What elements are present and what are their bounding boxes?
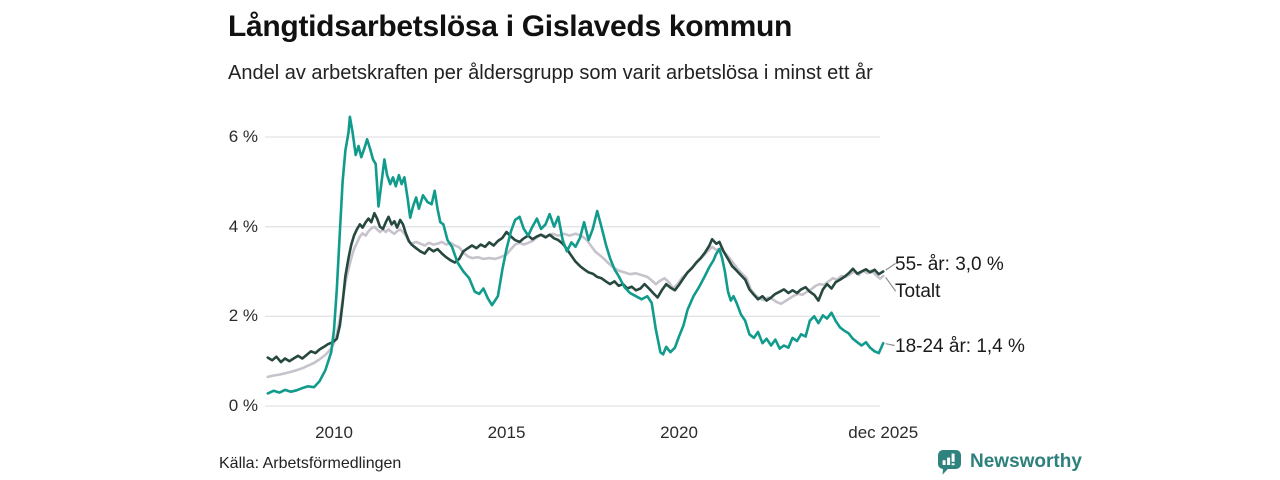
- y-tick-label: 6 %: [228, 127, 258, 146]
- series-end-label: 18-24 år: 1,4 %: [895, 335, 1025, 357]
- series-line-totalt: [266, 225, 885, 379]
- brand-wordmark: Newsworthy: [970, 451, 1082, 472]
- series-line-18-24-år: [266, 115, 885, 395]
- series-end-label: 55- år: 3,0 %: [895, 253, 1004, 275]
- x-tick-label: 2020: [660, 423, 698, 442]
- series-line-55--år: [266, 211, 885, 364]
- page-subtitle: Andel av arbetskraften per åldersgrupp s…: [228, 62, 873, 84]
- y-tick-label: 4 %: [228, 216, 258, 236]
- x-tick-label: dec 2025: [848, 423, 919, 442]
- x-tick-label: 2010: [315, 423, 353, 442]
- annotation-leader-line: [885, 343, 895, 347]
- annotation-leader-line: [885, 262, 896, 271]
- newsworthy-bubble-chart-icon: [938, 450, 961, 475]
- y-tick-label: 2 %: [228, 306, 258, 326]
- source-caption: Källa: Arbetsförmedlingen: [219, 455, 402, 472]
- y-tick-label: 0 %: [228, 396, 258, 415]
- x-tick-label: 2015: [487, 423, 526, 442]
- series-end-label: Totalt: [895, 281, 941, 303]
- page-title: Långtidsarbetslösa i Gislaveds kommun: [228, 10, 793, 43]
- annotation-leader-line: [885, 276, 897, 292]
- brand-logo: Newsworthy: [936, 448, 1082, 476]
